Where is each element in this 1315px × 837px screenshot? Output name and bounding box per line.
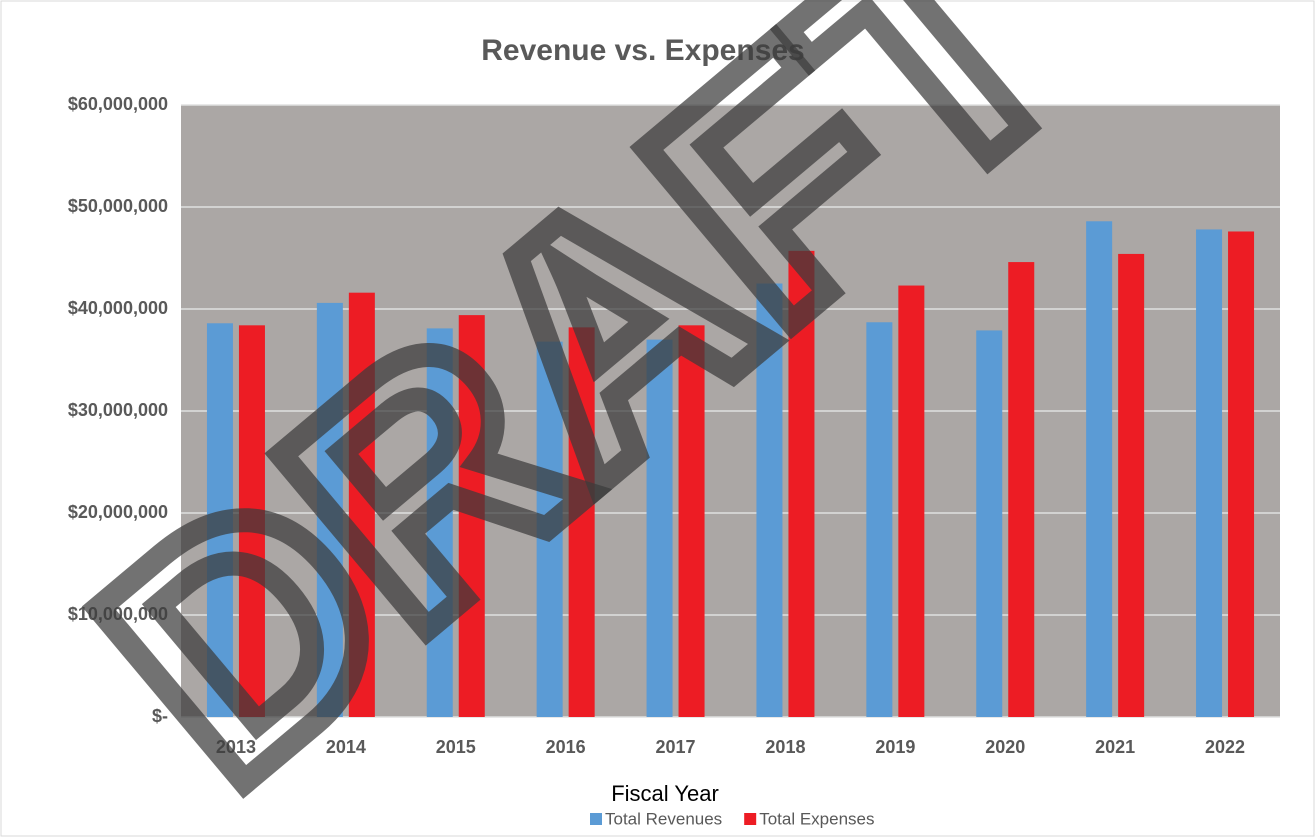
legend-label: Total Expenses [759,809,874,828]
x-tick-label: 2022 [1205,737,1245,757]
y-tick-label: $10,000,000 [68,604,168,624]
legend-swatch [744,813,757,825]
x-tick-label: 2018 [765,737,805,757]
y-tick-label: $20,000,000 [68,502,168,522]
x-tick-label: 2017 [656,737,696,757]
bar [458,315,485,717]
x-tick-label: 2014 [326,737,366,757]
y-tick-label: $50,000,000 [68,196,168,216]
bar [788,250,815,718]
bar [866,322,893,717]
x-tick-label: 2016 [546,737,586,757]
chart-title: Revenue vs. Expenses [481,34,805,67]
y-tick-label: $60,000,000 [68,94,168,114]
x-tick-label: 2021 [1095,737,1135,757]
bar [238,325,265,717]
bar [976,330,1003,717]
bar [1086,221,1113,717]
y-tick-label: $40,000,000 [68,298,168,318]
bar [536,341,563,717]
y-tick-label: $30,000,000 [68,400,168,420]
bar [1196,229,1223,717]
bar [1228,231,1255,718]
legend-swatch [590,813,602,825]
bar [756,283,783,717]
legend-label: Total Revenues [605,809,722,828]
x-tick-label: 2020 [985,737,1025,757]
bar [568,327,595,717]
x-tick-label: 2015 [436,737,476,757]
bar [316,302,343,717]
x-tick-label: 2019 [875,737,915,757]
bar [206,323,233,717]
x-tick-label: 2013 [216,737,256,757]
bar [348,292,375,717]
bar [426,328,453,717]
bar [898,285,925,717]
x-axis-label: Fiscal Year [611,781,719,806]
bar [1008,262,1035,717]
bar [678,325,705,717]
y-tick-label: $- [152,706,168,726]
bar [1118,253,1145,718]
bar [646,339,673,717]
